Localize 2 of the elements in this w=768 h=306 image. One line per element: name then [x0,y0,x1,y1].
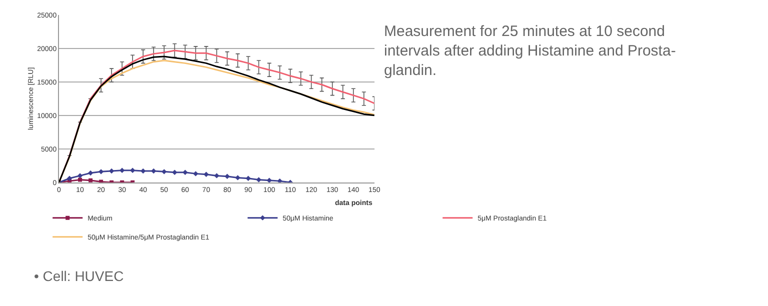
text: Measurement for 25 minutes at 10 second intervals after adding Histamine and Prosta- glandin. [384,23,676,79]
text: • Cell: HUVEC [34,268,124,284]
